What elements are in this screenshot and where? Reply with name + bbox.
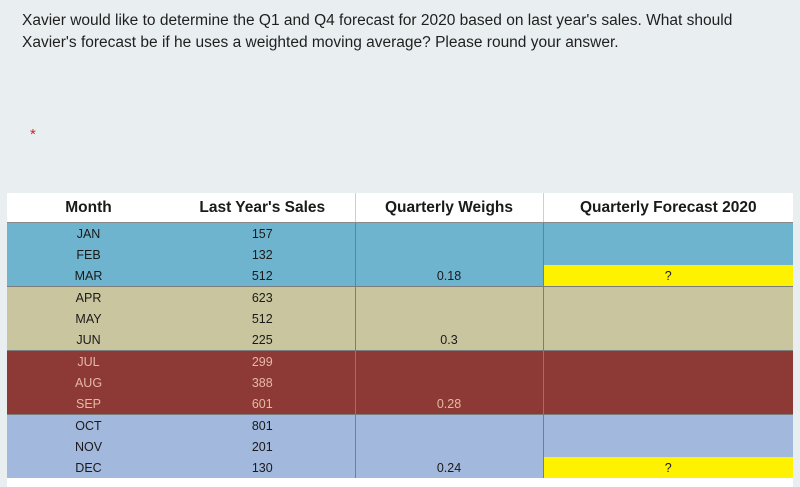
table-row: SEP 601 0.28	[7, 393, 793, 415]
table-row: OCT 801	[7, 414, 793, 436]
table-row: JAN 157	[7, 222, 793, 244]
table-row: FEB 132	[7, 244, 793, 265]
sales-cell: 623	[170, 286, 355, 308]
forecast-cell-q4: ?	[542, 457, 793, 478]
header-forecast: Quarterly Forecast 2020	[542, 193, 793, 223]
forecast-cell-q1: ?	[542, 265, 793, 287]
forecast-cell	[542, 372, 793, 393]
month-cell: JUL	[7, 350, 170, 372]
month-cell: APR	[7, 286, 170, 308]
weight-cell: 0.18	[354, 265, 543, 287]
header-month: Month	[7, 193, 170, 223]
weight-cell: 0.28	[354, 393, 543, 415]
sales-cell: 801	[170, 414, 355, 436]
forecast-cell	[542, 308, 793, 329]
forecast-cell	[542, 436, 793, 457]
sales-cell: 388	[251, 375, 273, 390]
weight-cell	[354, 244, 543, 265]
sales-cell: 132	[251, 247, 273, 262]
weight-cell: 0.24	[354, 457, 543, 478]
weight-cell	[354, 222, 543, 244]
header-sales: Last Year's Sales	[170, 193, 355, 223]
month-cell: JUN	[76, 332, 101, 347]
weight-cell	[354, 372, 543, 393]
table-row: MAY 512	[7, 308, 793, 329]
forecast-cell	[542, 350, 793, 372]
table-row: MAR 512 0.18 ?	[7, 265, 793, 287]
weight-cell	[354, 308, 543, 329]
month-cell: OCT	[7, 414, 170, 436]
sales-cell: 512	[251, 268, 273, 283]
sales-cell: 512	[251, 311, 273, 326]
table-row: AUG 388	[7, 372, 793, 393]
header-weights: Quarterly Weighs	[354, 193, 543, 223]
month-cell: AUG	[74, 375, 103, 390]
month-cell: SEP	[75, 396, 101, 411]
sales-table-image: Month Last Year's Sales Quarterly Weighs…	[7, 193, 793, 487]
weight-cell	[354, 286, 543, 308]
sales-cell: 157	[170, 222, 355, 244]
sales-cell: 201	[251, 439, 273, 454]
weight-cell	[354, 436, 543, 457]
forecast-cell	[542, 244, 793, 265]
forecast-cell	[542, 393, 793, 415]
table-row: APR 623	[7, 286, 793, 308]
forecast-cell	[542, 329, 793, 351]
sales-cell: 601	[251, 396, 273, 411]
sales-cell: 130	[251, 460, 273, 475]
forecast-cell	[542, 414, 793, 436]
weight-cell	[354, 414, 543, 436]
table-row: DEC 130 0.24 ?	[7, 457, 793, 478]
table-row: NOV 201	[7, 436, 793, 457]
table-row: JUN 225 0.3	[7, 329, 793, 351]
month-cell: NOV	[74, 439, 103, 454]
sales-cell: 299	[170, 350, 355, 372]
weight-cell: 0.3	[354, 329, 543, 351]
forecast-cell	[542, 286, 793, 308]
required-marker: *	[30, 126, 36, 143]
sales-cell: 225	[251, 332, 273, 347]
table-header-row: Month Last Year's Sales Quarterly Weighs…	[7, 193, 793, 223]
month-cell: MAR	[74, 268, 103, 283]
month-cell: MAY	[75, 311, 102, 326]
question-text: Xavier would like to determine the Q1 an…	[22, 12, 733, 51]
month-cell: DEC	[75, 460, 102, 475]
table-row: JUL 299	[7, 350, 793, 372]
forecast-cell	[542, 222, 793, 244]
weight-cell	[354, 350, 543, 372]
sales-table: Month Last Year's Sales Quarterly Weighs…	[7, 193, 793, 478]
month-cell: FEB	[76, 247, 101, 262]
month-cell: JAN	[7, 222, 170, 244]
